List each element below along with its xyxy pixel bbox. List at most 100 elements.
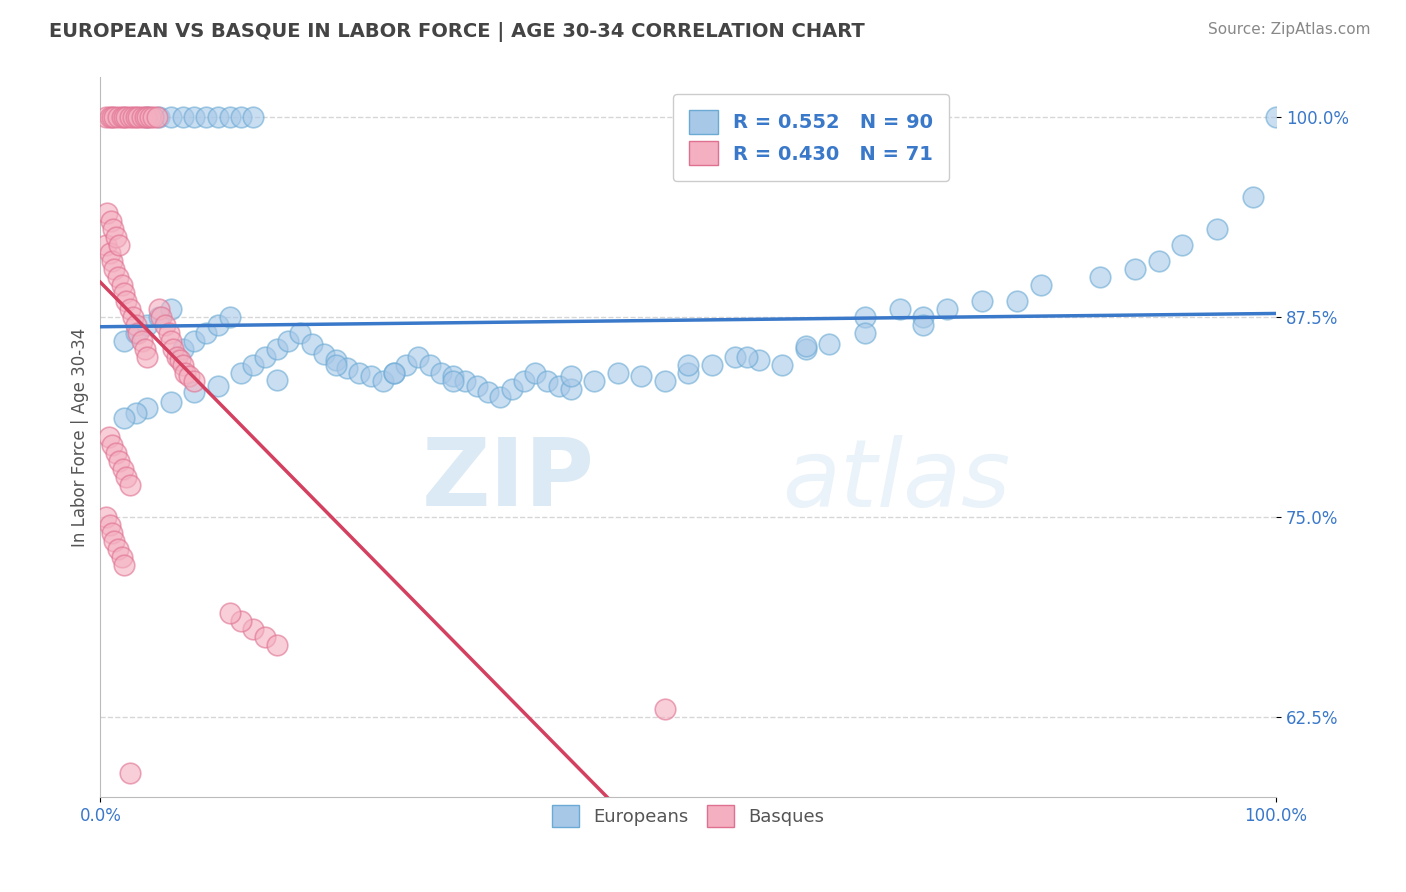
Point bbox=[177, 369, 200, 384]
Point bbox=[406, 350, 429, 364]
Legend: Europeans, Basques: Europeans, Basques bbox=[544, 798, 831, 835]
Point bbox=[277, 334, 299, 349]
Point bbox=[112, 558, 135, 572]
Point bbox=[115, 294, 138, 309]
Point bbox=[465, 379, 488, 393]
Point bbox=[889, 302, 911, 317]
Point bbox=[96, 510, 118, 524]
Text: Source: ZipAtlas.com: Source: ZipAtlas.com bbox=[1208, 22, 1371, 37]
Point bbox=[112, 111, 135, 125]
Point bbox=[115, 470, 138, 484]
Point bbox=[794, 339, 817, 353]
Point bbox=[127, 326, 149, 341]
Point bbox=[253, 630, 276, 644]
Point bbox=[231, 366, 253, 380]
Point bbox=[134, 342, 156, 356]
Point bbox=[441, 369, 464, 384]
Point bbox=[853, 310, 876, 325]
Point bbox=[512, 374, 534, 388]
Point bbox=[548, 379, 571, 393]
Y-axis label: In Labor Force | Age 30-34: In Labor Force | Age 30-34 bbox=[72, 327, 89, 547]
Point bbox=[172, 358, 194, 372]
Point bbox=[560, 369, 582, 384]
Point bbox=[395, 358, 418, 372]
Point bbox=[160, 395, 183, 409]
Point bbox=[118, 111, 141, 125]
Point bbox=[935, 302, 957, 317]
Point bbox=[195, 326, 218, 341]
Point bbox=[153, 318, 176, 333]
Point bbox=[183, 111, 205, 125]
Point bbox=[101, 111, 124, 125]
Point bbox=[231, 614, 253, 628]
Point bbox=[122, 111, 145, 125]
Point bbox=[912, 310, 935, 325]
Point bbox=[118, 765, 141, 780]
Point bbox=[108, 454, 131, 468]
Point bbox=[142, 111, 165, 125]
Point bbox=[111, 462, 134, 476]
Point bbox=[218, 111, 240, 125]
Point bbox=[148, 310, 170, 325]
Point bbox=[115, 111, 138, 125]
Point bbox=[371, 374, 394, 388]
Point bbox=[524, 366, 547, 380]
Point bbox=[160, 302, 183, 317]
Point bbox=[104, 446, 127, 460]
Point bbox=[136, 401, 159, 416]
Point bbox=[218, 310, 240, 325]
Point bbox=[98, 246, 121, 260]
Point bbox=[112, 286, 135, 301]
Point bbox=[489, 390, 512, 404]
Point bbox=[96, 206, 118, 220]
Point bbox=[107, 270, 129, 285]
Point bbox=[146, 111, 169, 125]
Point bbox=[231, 111, 253, 125]
Point bbox=[195, 111, 218, 125]
Point bbox=[101, 254, 124, 268]
Point bbox=[136, 318, 159, 333]
Point bbox=[654, 374, 676, 388]
Point bbox=[172, 342, 194, 356]
Point bbox=[242, 111, 264, 125]
Point bbox=[1241, 190, 1264, 204]
Point bbox=[676, 358, 699, 372]
Point bbox=[101, 438, 124, 452]
Point bbox=[441, 374, 464, 388]
Point bbox=[96, 238, 118, 252]
Point bbox=[1088, 270, 1111, 285]
Point bbox=[172, 111, 194, 125]
Point bbox=[454, 374, 477, 388]
Point bbox=[96, 111, 118, 125]
Point bbox=[266, 373, 288, 387]
Point bbox=[1147, 254, 1170, 268]
Point bbox=[1265, 111, 1288, 125]
Point bbox=[160, 334, 183, 349]
Point bbox=[336, 361, 359, 376]
Point bbox=[134, 111, 156, 125]
Point bbox=[110, 549, 132, 564]
Point bbox=[122, 310, 145, 325]
Point bbox=[174, 366, 197, 380]
Point bbox=[536, 374, 558, 388]
Point bbox=[382, 366, 405, 380]
Point bbox=[1206, 222, 1229, 236]
Text: ZIP: ZIP bbox=[422, 434, 595, 526]
Point bbox=[312, 347, 335, 361]
Point bbox=[606, 366, 628, 380]
Point bbox=[110, 111, 132, 125]
Point bbox=[242, 358, 264, 372]
Point bbox=[124, 111, 146, 125]
Point bbox=[169, 353, 191, 368]
Point bbox=[103, 222, 125, 236]
Point bbox=[770, 358, 793, 372]
Point bbox=[103, 534, 125, 549]
Point bbox=[818, 337, 841, 351]
Point bbox=[138, 111, 160, 125]
Point bbox=[301, 337, 323, 351]
Point bbox=[148, 302, 170, 317]
Point bbox=[160, 111, 183, 125]
Point bbox=[100, 214, 122, 228]
Point bbox=[131, 334, 153, 349]
Point bbox=[98, 518, 121, 533]
